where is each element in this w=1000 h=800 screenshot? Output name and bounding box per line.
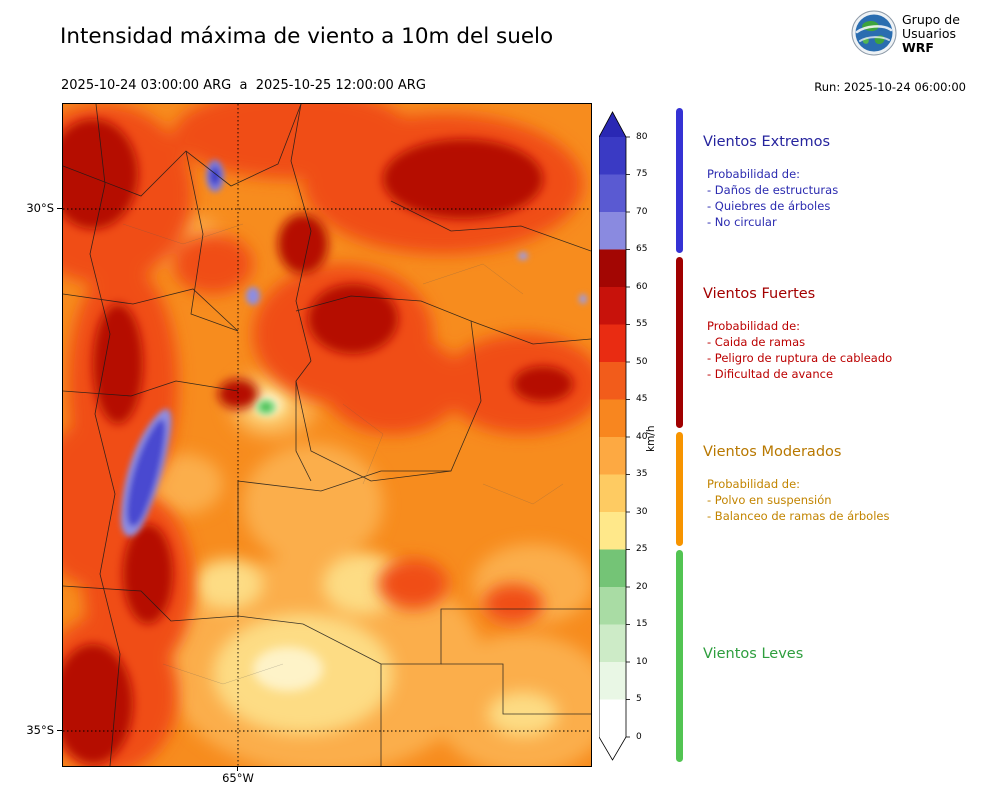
graticule-lines (63, 104, 591, 766)
colorbar-segment (599, 699, 626, 737)
wind-map (63, 104, 591, 766)
colorbar-segment (599, 324, 626, 362)
legend-line: - No circular (707, 215, 777, 229)
logo-line-1: Grupo de (902, 12, 960, 27)
colorbar-tick-label: 30 (636, 507, 648, 517)
colorbar-tick-label: 10 (636, 657, 648, 667)
legend-line: Probabilidad de: (707, 167, 801, 181)
legend-bar-fuertes (676, 257, 683, 428)
lat-tick-30S (57, 208, 62, 209)
legend-line: - Daños de estructuras (707, 183, 839, 197)
colorbar-segment (599, 474, 626, 512)
colorbar-segment (599, 549, 626, 587)
globe-icon (851, 10, 897, 56)
legend-line: - Caida de ramas (707, 335, 806, 349)
logo-line-2: Usuarios (902, 26, 957, 41)
colorbar-tick-label: 60 (636, 282, 648, 292)
colorbar-tick-label: 65 (636, 244, 648, 254)
legend-line: - Balanceo de ramas de árboles (707, 509, 890, 523)
legend-title-extremos: Vientos Extremos (703, 134, 831, 150)
logo-text: Grupo de Usuarios WRF (902, 13, 960, 55)
model-run-label: Run: 2025-10-24 06:00:00 (814, 80, 966, 94)
colorbar-graphic (598, 111, 630, 761)
map-calm-spot (256, 399, 276, 415)
colorbar-tick-label: 50 (636, 357, 648, 367)
colorbar-tick-label: 70 (636, 207, 648, 217)
legend-title-fuertes: Vientos Fuertes (703, 286, 816, 302)
page-title: Intensidad máxima de viento a 10m del su… (60, 24, 554, 49)
legend-line: - Polvo en suspensión (707, 493, 832, 507)
colorbar-tick-label: 80 (636, 132, 648, 142)
lon-tick-65W (237, 766, 238, 771)
legend-line: - Peligro de ruptura de cableado (707, 351, 893, 365)
lat-label-30S: 30°S (26, 201, 54, 215)
legend-title-leves: Vientos Leves (703, 646, 804, 662)
colorbar-segment (599, 587, 626, 625)
colorbar-tick-label: 40 (636, 432, 648, 442)
province-borders (63, 104, 591, 766)
legend-bar-moderados (676, 432, 683, 546)
valid-period-label: 2025-10-24 03:00:00 ARG a 2025-10-25 12:… (61, 78, 426, 93)
colorbar-tick-label: 5 (636, 694, 642, 704)
map-very-strong-wind-cores (63, 119, 573, 764)
colorbar-tick-label: 45 (636, 394, 648, 404)
colorbar-under-arrow (599, 737, 626, 760)
legend-title-moderados: Vientos Moderados (703, 444, 842, 460)
colorbar-tick-label: 55 (636, 319, 648, 329)
legend-line: Probabilidad de: (707, 319, 801, 333)
legend-line: - Dificultad de avance (707, 367, 834, 381)
legend-line: Probabilidad de: (707, 477, 801, 491)
colorbar-segment (599, 249, 626, 287)
colorbar-segment (599, 362, 626, 400)
colorbar-tick-label: 0 (636, 732, 642, 742)
legend-line: - Quiebres de árboles (707, 199, 831, 213)
colorbar-segment (599, 437, 626, 475)
legend-lines-moderados: Probabilidad de: - Polvo en suspensión -… (707, 476, 889, 524)
colorbar-tick-label: 25 (636, 544, 648, 554)
legend-bar-leves (676, 550, 683, 762)
colorbar-ticks (626, 136, 630, 738)
department-borders (122, 223, 564, 685)
colorbar-segment (599, 399, 626, 437)
colorbar-segment (599, 174, 626, 212)
colorbar-segment (599, 137, 626, 175)
legend-bar-extremos (676, 108, 683, 253)
colorbar-segment (599, 662, 626, 700)
wrf-globe-logo (851, 10, 897, 56)
colorbar-tick-label: 75 (636, 169, 648, 179)
colorbar-tick-label: 20 (636, 582, 648, 592)
colorbar-segment (599, 512, 626, 550)
colorbar: 80 75 70 65 60 55 50 45 40 35 30 25 20 1… (598, 109, 679, 765)
lat-tick-35S (57, 730, 62, 731)
lon-label-65W: 65°W (222, 771, 254, 785)
colorbar-segment (599, 212, 626, 250)
legend-lines-fuertes: Probabilidad de: - Caida de ramas - Peli… (707, 318, 892, 382)
colorbar-tick-label: 35 (636, 469, 648, 479)
lat-label-35S: 35°S (26, 723, 54, 737)
wind-map-frame (62, 103, 592, 767)
colorbar-over-arrow (599, 112, 626, 137)
colorbar-segment (599, 287, 626, 325)
legend-panel: Vientos Extremos Probabilidad de: - Daño… (676, 108, 992, 770)
legend-lines-extremos: Probabilidad de: - Daños de estructuras … (707, 166, 838, 230)
colorbar-tick-label: 15 (636, 619, 648, 629)
colorbar-unit-label: km/h (645, 425, 657, 452)
colorbar-segment (599, 624, 626, 662)
logo-line-3: WRF (902, 40, 934, 55)
